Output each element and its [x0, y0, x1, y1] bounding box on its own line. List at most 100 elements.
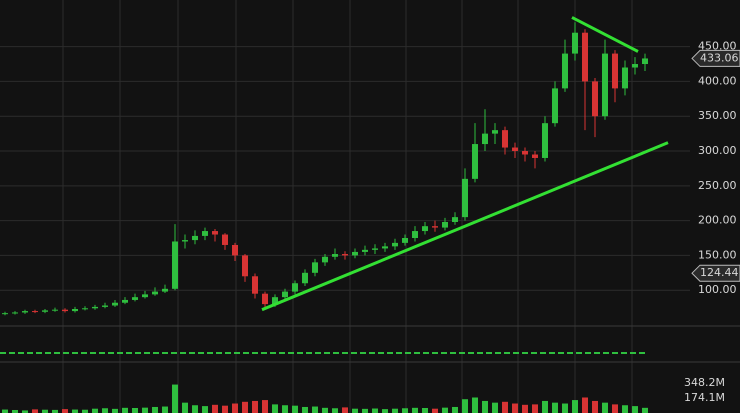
volume-bar: [252, 400, 258, 413]
volume-bar: [332, 408, 338, 413]
candle-body: [332, 254, 338, 257]
candle-body: [462, 178, 468, 218]
candle-body: [32, 311, 38, 313]
candle-body: [272, 297, 278, 305]
volume-bar: [2, 409, 8, 413]
volume-bar: [432, 408, 438, 413]
candle-body: [172, 241, 178, 289]
volume-bar: [262, 400, 268, 413]
volume-bar: [312, 406, 318, 413]
volume-bar: [552, 402, 558, 413]
volume-bar: [462, 399, 468, 413]
candle-body: [642, 58, 648, 65]
volume-bar: [162, 406, 168, 413]
volume-bar: [112, 408, 118, 413]
candle-body: [72, 308, 78, 312]
volume-bar: [532, 404, 538, 413]
price-badge: [691, 49, 740, 67]
candle-body: [502, 130, 508, 148]
volume-bar: [512, 403, 518, 413]
volume-bar: [182, 402, 188, 413]
volume-bar: [522, 404, 528, 413]
candle-body: [422, 226, 428, 232]
volume-bar: [642, 407, 648, 413]
volume-bar: [322, 407, 328, 413]
candle-body: [102, 305, 108, 307]
candle-body: [602, 53, 608, 117]
volume-tick-label: 174.1M: [684, 391, 725, 404]
candle-body: [212, 231, 218, 235]
y-tick-label: 150.00: [698, 248, 737, 261]
candle-body: [22, 311, 28, 313]
candle-body: [202, 231, 208, 236]
volume-bar: [442, 407, 448, 413]
y-tick-label: 300.00: [698, 144, 737, 157]
candle-body: [492, 130, 498, 134]
candle-body: [522, 151, 528, 155]
trend-line: [261, 141, 669, 312]
price-badge-label: 124.44: [700, 266, 739, 279]
volume-bar: [422, 408, 428, 413]
candle-body: [122, 299, 128, 303]
volume-bar: [42, 409, 48, 413]
candle-body: [452, 217, 458, 223]
volume-bar: [472, 397, 478, 413]
candle-body: [162, 288, 168, 292]
candle-body: [262, 293, 268, 305]
candle-body: [362, 249, 368, 252]
volume-bar: [382, 409, 388, 413]
candle-body: [242, 255, 248, 277]
volume-bar: [202, 406, 208, 413]
candle-body: [592, 81, 598, 117]
candle-body: [142, 294, 148, 298]
volume-bar: [222, 405, 228, 413]
candle-body: [132, 297, 138, 300]
candle-body: [392, 242, 398, 247]
candle-body: [372, 248, 378, 250]
volume-bar: [492, 402, 498, 413]
candle-body: [622, 67, 628, 89]
volume-bar: [192, 405, 198, 413]
volume-bar: [562, 403, 568, 413]
volume-bar: [232, 403, 238, 413]
price-badge-label: 433.06: [700, 51, 739, 64]
volume-bar: [132, 408, 138, 413]
volume-bar: [242, 401, 248, 413]
volume-bar: [282, 405, 288, 413]
volume-bar: [272, 404, 278, 413]
candle-body: [222, 234, 228, 245]
candle-body: [532, 154, 538, 158]
candle-body: [572, 32, 578, 54]
candle-body: [292, 283, 298, 292]
volume-bar: [152, 406, 158, 413]
y-tick-label: 450.00: [698, 40, 737, 53]
y-tick-label: 250.00: [698, 179, 737, 192]
candle-body: [432, 226, 438, 228]
candle-body: [352, 251, 358, 256]
volume-bar: [212, 404, 218, 413]
volume-bar: [362, 408, 368, 413]
trend-line: [571, 16, 639, 53]
volume-bar: [542, 400, 548, 413]
candle-body: [542, 123, 548, 158]
volume-bar: [302, 406, 308, 413]
candle-body: [322, 256, 328, 263]
volume-bar: [392, 408, 398, 413]
volume-bar: [142, 407, 148, 413]
candle-body: [82, 308, 88, 310]
candle-body: [382, 246, 388, 249]
candle-body: [12, 312, 18, 314]
candle-body: [282, 291, 288, 298]
volume-bar: [482, 400, 488, 413]
candle-body: [92, 306, 98, 309]
candle-body: [62, 309, 68, 312]
candle-body: [482, 133, 488, 145]
volume-tick-label: 348.2M: [684, 376, 725, 389]
candle-body: [552, 88, 558, 124]
candle-body: [402, 238, 408, 243]
candle-body: [412, 231, 418, 239]
candle-body: [112, 302, 118, 306]
